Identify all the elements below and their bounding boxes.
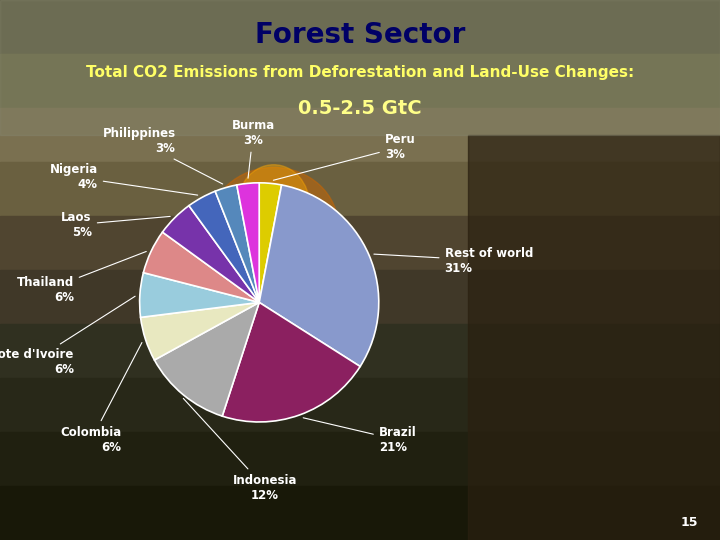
Wedge shape bbox=[189, 191, 259, 302]
Bar bbox=[0, 54, 720, 108]
Ellipse shape bbox=[209, 167, 338, 286]
Text: Philippines
3%: Philippines 3% bbox=[102, 127, 222, 184]
Wedge shape bbox=[222, 302, 360, 422]
Text: Indonesia
12%: Indonesia 12% bbox=[184, 399, 297, 502]
Text: Brazil
21%: Brazil 21% bbox=[303, 418, 417, 454]
Wedge shape bbox=[154, 302, 259, 416]
Wedge shape bbox=[259, 183, 282, 302]
Wedge shape bbox=[163, 206, 259, 302]
Bar bbox=[0, 486, 720, 540]
Wedge shape bbox=[237, 183, 259, 302]
Bar bbox=[0, 324, 720, 378]
Text: Thailand
6%: Thailand 6% bbox=[17, 252, 146, 305]
Text: Peru
3%: Peru 3% bbox=[274, 133, 415, 180]
Wedge shape bbox=[259, 185, 379, 367]
Ellipse shape bbox=[238, 165, 310, 246]
Text: Laos
5%: Laos 5% bbox=[61, 211, 170, 239]
Text: 15: 15 bbox=[681, 516, 698, 529]
Bar bbox=[468, 135, 720, 540]
Bar bbox=[0, 108, 720, 162]
Text: Burma
3%: Burma 3% bbox=[232, 119, 275, 178]
Bar bbox=[0, 0, 720, 135]
Bar bbox=[0, 432, 720, 486]
Wedge shape bbox=[143, 232, 259, 302]
Text: Total CO2 Emissions from Deforestation and Land-Use Changes:: Total CO2 Emissions from Deforestation a… bbox=[86, 65, 634, 80]
Text: Colombia
6%: Colombia 6% bbox=[60, 342, 142, 454]
Text: Cote d'Ivoire
6%: Cote d'Ivoire 6% bbox=[0, 296, 135, 376]
Wedge shape bbox=[140, 273, 259, 318]
Bar bbox=[0, 216, 720, 270]
Bar bbox=[0, 0, 720, 54]
Bar bbox=[0, 378, 720, 432]
Text: Rest of world
31%: Rest of world 31% bbox=[374, 247, 533, 274]
Bar bbox=[0, 162, 720, 216]
Text: 0.5-2.5 GtC: 0.5-2.5 GtC bbox=[298, 98, 422, 118]
Wedge shape bbox=[140, 302, 259, 360]
Bar bbox=[0, 270, 720, 324]
Wedge shape bbox=[215, 185, 259, 302]
Text: Nigeria
4%: Nigeria 4% bbox=[50, 163, 198, 195]
Text: Forest Sector: Forest Sector bbox=[255, 21, 465, 49]
